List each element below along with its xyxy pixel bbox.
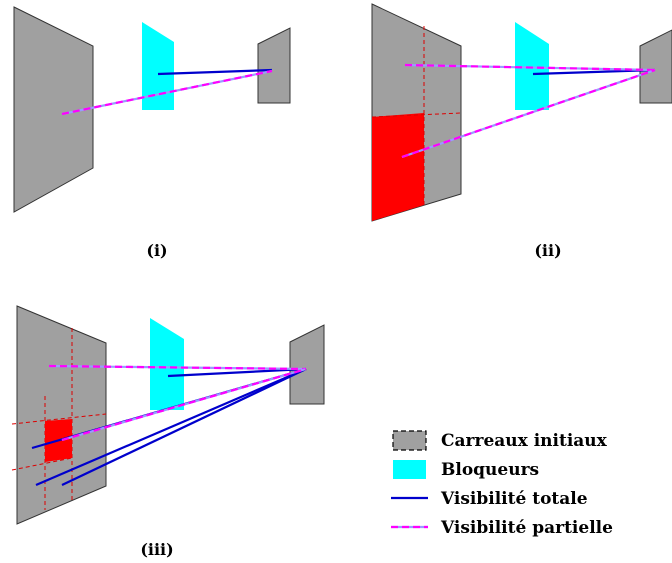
red-subtile xyxy=(372,113,424,221)
small-tile xyxy=(639,29,672,104)
total-visibility-line xyxy=(61,368,307,486)
legend-swatch-blocker xyxy=(393,460,426,479)
legend-label: Visibilité partielle xyxy=(440,518,613,538)
legend-swatch-tile xyxy=(392,430,427,451)
large-tile xyxy=(16,305,107,525)
total-visibility-line xyxy=(35,367,307,487)
partial-visibility-line xyxy=(48,364,307,371)
subdivision-line xyxy=(11,413,107,425)
partial-visibility-line xyxy=(61,69,273,116)
legend-item-blockers: Bloqueurs xyxy=(393,460,539,480)
legend-item-partial-visibility: Visibilité partielle xyxy=(391,518,613,538)
legend-label: Carreaux initiaux xyxy=(441,431,608,451)
legend: Carreaux initiaux Bloqueurs Visibilité t… xyxy=(391,430,613,538)
legend-label: Visibilité totale xyxy=(440,489,588,509)
panel-i: (i) xyxy=(13,6,291,260)
subdivision-line xyxy=(11,457,73,471)
legend-label: Bloqueurs xyxy=(441,460,539,480)
total-visibility-line xyxy=(167,367,307,378)
partial-visibility-line xyxy=(401,68,656,159)
panel-ii: (ii) xyxy=(371,3,672,260)
panel-caption: (ii) xyxy=(534,241,561,260)
legend-item-total-visibility: Visibilité totale xyxy=(391,489,588,509)
subdivision-line xyxy=(371,112,462,118)
blocker xyxy=(150,318,184,410)
panel-caption: (iii) xyxy=(140,540,173,559)
legend-item-initial-tiles: Carreaux initiaux xyxy=(392,430,608,451)
total-visibility-line xyxy=(157,68,273,76)
blocker xyxy=(142,22,174,110)
panel-caption: (i) xyxy=(146,241,167,260)
panel-iii: (iii) xyxy=(11,305,325,559)
large-tile xyxy=(13,6,94,213)
blocker xyxy=(515,22,549,110)
partial-visibility-line xyxy=(404,63,656,72)
small-tile xyxy=(289,324,325,405)
small-tile xyxy=(257,27,291,104)
partial-visibility-line xyxy=(61,367,307,442)
